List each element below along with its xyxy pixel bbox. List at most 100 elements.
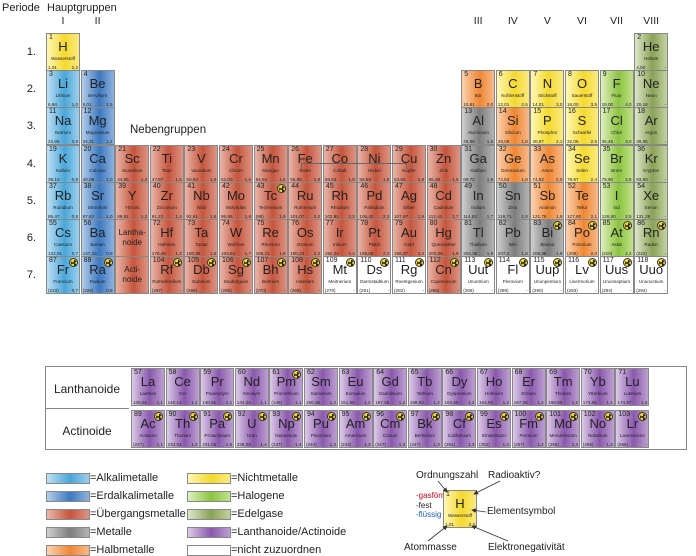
element-cell-cd[interactable]: 48 Cd Cadmium 112,41 1,7 xyxy=(426,181,461,220)
element-cell-bk[interactable]: 97 Bk Berkelium (247) 1,3 xyxy=(407,410,442,448)
element-cell-pt[interactable]: 78 Pt Platin 195,08 2,2 xyxy=(357,219,392,257)
element-cell-te[interactable]: 52 Te Tellur 127,60 2,1 xyxy=(565,181,599,220)
element-cell-pr[interactable]: 59 Pr Praseodym 140,91 1,1 xyxy=(200,368,235,406)
element-cell-mn[interactable]: 25 Mn Mangan 54,94 1,5 xyxy=(253,144,288,183)
element-cell-dy[interactable]: 66 Dy Dysprosium 162,50 1,2 xyxy=(442,368,477,406)
element-cell-mt[interactable]: 109 Mt Meitnerium (278) - xyxy=(322,256,357,295)
element-cell-ta[interactable]: 73 Ta Tantal 180,95 1,5 xyxy=(184,219,219,257)
element-cell-at[interactable]: 85 At Astat (210) 2,2 xyxy=(599,219,634,257)
element-cell-ac[interactable]: 89 Ac Actinium (227) 1,1 xyxy=(131,410,165,448)
element-cell-v[interactable]: 23 V Vanadium 50,94 1,6 xyxy=(184,144,219,183)
element-cell-ce[interactable]: 58 Ce Cer 140,12 1,1 xyxy=(165,368,200,406)
element-cell-kr[interactable]: 36 Kr Krypton 83,80 - xyxy=(634,144,669,183)
element-cell-mg[interactable]: 12 Mg Magnesium 24,31 1,2 xyxy=(80,107,115,146)
element-cell-rh[interactable]: 45 Rh Rhodium 102,91 2,2 xyxy=(322,181,357,220)
element-cell-np[interactable]: 93 Np Neptunium (237) 1,4 xyxy=(269,410,304,448)
element-cell-lr[interactable]: 103 Lr Lawrencium (266) - xyxy=(615,410,650,448)
element-cell-pb[interactable]: 82 Pb Blei 207,2 1,8 xyxy=(495,219,530,257)
element-cell-rn[interactable]: 86 Rn Radon (222) - xyxy=(634,219,669,257)
element-cell-pu[interactable]: 94 Pu Plutonium (244) 1,3 xyxy=(304,410,338,448)
element-cell-md[interactable]: 101 Md Mendelevium (258) 1,3 xyxy=(546,410,581,448)
element-cell-uuo[interactable]: 118 Uuo Ununoctium (294) - xyxy=(634,256,669,295)
element-cell-eu[interactable]: 63 Eu Europium 151,96 1,2 xyxy=(338,368,373,406)
element-cell-mo[interactable]: 42 Mo Molybdän 95,95 1,8 xyxy=(219,181,253,220)
element-cell-zn[interactable]: 30 Zn Zink 65,38 1,6 xyxy=(426,144,461,183)
element-cell-h[interactable]: 1 H Wasserstoff 1,01 2,2 xyxy=(46,33,80,71)
element-cell-fm[interactable]: 100 Fm Fermium (257) 1,3 xyxy=(511,410,546,448)
element-cell-br[interactable]: 35 Br Brom 79,90 2,8 xyxy=(599,144,634,183)
element-cell-tl[interactable]: 81 Tl Thallium 204,38 1,8 xyxy=(461,219,496,257)
element-cell-rf[interactable]: 104 Rf Rutherfordium (267) - xyxy=(149,256,184,295)
element-cell-sc[interactable]: 21 Sc Scandium 44,96 1,3 xyxy=(115,144,150,183)
element-cell-pa[interactable]: 91 Pa Protactinium 231,04 1,5 xyxy=(200,410,235,448)
element-cell-w[interactable]: 74 W Wolfram 183,84 1,7 xyxy=(219,219,253,257)
element-cell-sg[interactable]: 106 Sg Seaborgium (269) - xyxy=(219,256,253,295)
element-cell-cm[interactable]: 96 Cm Curium (247) 1,3 xyxy=(373,410,408,448)
element-cell-sm[interactable]: 62 Sm Samarium 150,36 1,2 xyxy=(304,368,338,406)
element-cell-sn[interactable]: 50 Sn Zinn 118,71 1,8 xyxy=(495,181,530,220)
element-cell-o[interactable]: 8 O Sauerstoff 16,00 3,5 xyxy=(565,70,599,109)
element-cell-ga[interactable]: 31 Ga Gallium 69,72 1,6 xyxy=(461,144,496,183)
element-cell-ge[interactable]: 32 Ge Germanium 72,63 1,8 xyxy=(495,144,530,183)
element-cell-po[interactable]: 84 Po Polonium (209) 2,0 xyxy=(565,219,599,257)
element-cell-na[interactable]: 11 Na Natrium 22,99 0,9 xyxy=(46,107,80,146)
element-cell-se[interactable]: 34 Se Selen 78,97 2,4 xyxy=(565,144,599,183)
element-cell-th[interactable]: 90 Th Thorium 232,04 1,3 xyxy=(165,410,200,448)
element-cell-in[interactable]: 49 In Indium 114,82 1,7 xyxy=(461,181,496,220)
element-cell-gd[interactable]: 64 Gd Gadolinium 157,25 1,2 xyxy=(373,368,408,406)
element-cell-k[interactable]: 19 K Kalium 39,10 0,8 xyxy=(46,144,80,183)
element-cell-uup[interactable]: 115 Uup Ununpentium (290) - xyxy=(530,256,565,295)
element-cell-pd[interactable]: 46 Pd Palladium 106,42 2,2 xyxy=(357,181,392,220)
element-cell-er[interactable]: 68 Er Erbium 167,26 1,2 xyxy=(511,368,546,406)
element-cell-he[interactable]: 2 He Helium 4,00 - xyxy=(634,33,669,71)
element-cell-cr[interactable]: 24 Cr Chrom 52,00 1,6 xyxy=(219,144,253,183)
element-cell-fr[interactable]: 87 Fr Francium (223) 0,7 xyxy=(46,256,80,295)
element-cell-y[interactable]: 39 Y Yttrium 88,91 1,2 xyxy=(115,181,150,220)
element-cell-al[interactable]: 13 Al Aluminium 26,98 1,5 xyxy=(461,107,496,146)
element-cell-ne[interactable]: 10 Ne Neon 20,18 - xyxy=(634,70,669,109)
element-cell-au[interactable]: 79 Au Gold 196,97 2,4 xyxy=(392,219,426,257)
element-cell-ds[interactable]: 110 Ds Darmstadtium (281) - xyxy=(357,256,392,295)
element-cell-sr[interactable]: 38 Sr Strontium 87,62 1,0 xyxy=(80,181,115,220)
element-cell-u[interactable]: 92 U Uran 238,03 1,4 xyxy=(234,410,269,448)
element-cell-bh[interactable]: 107 Bh Bohrium (270) - xyxy=(253,256,288,295)
element-cell-hf[interactable]: 72 Hf Hafnium 178,49 1,3 xyxy=(149,219,184,257)
element-cell-lu[interactable]: 71 Lu Lutetium 174,97 1,2 xyxy=(615,368,650,406)
element-cell-ba[interactable]: 56 Ba Barium 137,33 0,9 xyxy=(80,219,115,257)
element-cell-cl[interactable]: 17 Cl Chlor 35,45 3,0 xyxy=(599,107,634,146)
element-cell-tm[interactable]: 69 Tm Thulium 168,93 1,2 xyxy=(546,368,581,406)
element-cell-uut[interactable]: 113 Uut Ununtrium (286) - xyxy=(461,256,496,295)
element-cell-tb[interactable]: 65 Tb Terbium 158,93 1,2 xyxy=(407,368,442,406)
element-cell-pm[interactable]: 61 Pm Promethium (145) 1,1 xyxy=(269,368,304,406)
element-cell-n[interactable]: 7 N Stickstoff 14,01 3,0 xyxy=(530,70,565,109)
element-cell-ru[interactable]: 44 Ru Ruthenium 101,07 2,2 xyxy=(288,181,323,220)
element-cell-fe[interactable]: 26 Fe Eisen 55,85 1,8 xyxy=(288,144,323,183)
element-cell-hg[interactable]: 80 Hg Quecksilber 200,59 1,9 xyxy=(426,219,461,257)
element-cell-ra[interactable]: 88 Ra Radium (226) 0,9 xyxy=(80,256,115,295)
element-cell-f[interactable]: 9 F Fluor 19,00 4,0 xyxy=(599,70,634,109)
element-cell-lv[interactable]: 116 Lv Livermorium (293) - xyxy=(565,256,599,295)
element-cell-am[interactable]: 95 Am Americium (243) 1,3 xyxy=(338,410,373,448)
element-cell-nd[interactable]: 60 Nd Neodym 144,24 1,1 xyxy=(234,368,269,406)
element-cell-hs[interactable]: 108 Hs Hassium (269) - xyxy=(288,256,323,295)
element-cell-rg[interactable]: 111 Rg Roentgenium (282) - xyxy=(392,256,426,295)
element-cell-i[interactable]: 53 I Iod 126,90 2,5 xyxy=(599,181,634,220)
element-cell-ir[interactable]: 77 Ir Iridium 192,22 2,2 xyxy=(322,219,357,257)
element-cell-cn[interactable]: 112 Cn Copernicium (285) - xyxy=(426,256,461,295)
element-cell-sb[interactable]: 51 Sb Antimon 121,76 1,9 xyxy=(530,181,565,220)
element-cell-s[interactable]: 16 S Schwefel 32,06 2,5 xyxy=(565,107,599,146)
element-cell-db[interactable]: 105 Db Dubnium (268) - xyxy=(184,256,219,295)
element-cell-fl[interactable]: 114 Fl Flerovium (289) - xyxy=(495,256,530,295)
element-cell-ho[interactable]: 67 Ho Holmium 164,93 1,2 xyxy=(477,368,511,406)
element-cell-ti[interactable]: 22 Ti Titan 47,87 1,5 xyxy=(149,144,184,183)
element-cell-ag[interactable]: 47 Ag Silber 107,87 1,9 xyxy=(392,181,426,220)
element-cell-la[interactable]: 57 La Lanthan 138,91 1,1 xyxy=(131,368,165,406)
element-cell-b[interactable]: 5 B Bor 10,81 2,0 xyxy=(461,70,496,109)
element-cell-cf[interactable]: 98 Cf Californium (251) 1,3 xyxy=(442,410,477,448)
element-cell-zr[interactable]: 40 Zr Zirconium 91,22 1,4 xyxy=(149,181,184,220)
element-cell-li[interactable]: 3 Li Lithium 6,94 1,0 xyxy=(46,70,80,109)
element-cell-as[interactable]: 33 As Arsen 74,92 2,0 xyxy=(530,144,565,183)
element-cell-p[interactable]: 15 P Phosphor 30,97 2,1 xyxy=(530,107,565,146)
element-cell-rb[interactable]: 37 Rb Rubidium 85,47 0,8 xyxy=(46,181,80,220)
element-cell-si[interactable]: 14 Si Silicium 28,09 1,8 xyxy=(495,107,530,146)
